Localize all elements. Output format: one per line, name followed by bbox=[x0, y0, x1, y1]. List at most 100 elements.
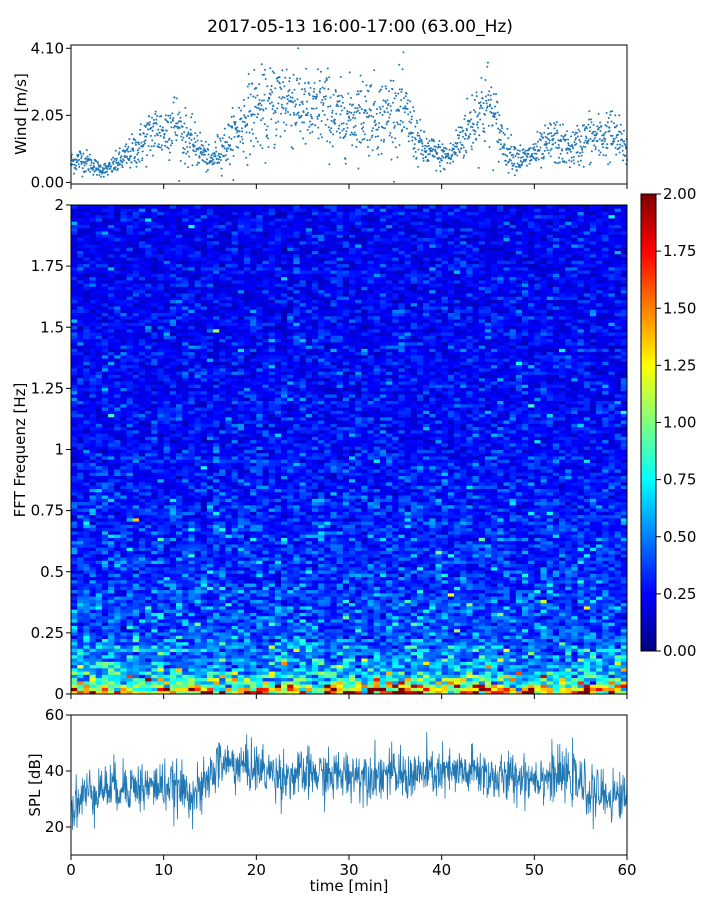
spectrogram-cell bbox=[608, 684, 616, 688]
spectrogram-cell bbox=[138, 645, 146, 649]
spectrogram-cell bbox=[169, 667, 177, 672]
spectrogram-cell bbox=[305, 667, 313, 672]
spectrogram-cell bbox=[114, 677, 121, 682]
spectrogram-cell bbox=[361, 625, 368, 630]
spectrogram-cell bbox=[528, 658, 535, 662]
wind-point bbox=[385, 123, 388, 126]
spectrogram-cell bbox=[379, 599, 387, 604]
spectrogram-cell bbox=[416, 684, 424, 688]
spectrogram-cell bbox=[602, 667, 609, 672]
wind-point bbox=[405, 127, 408, 130]
spectrogram-cell bbox=[336, 667, 344, 672]
spectrogram-cell bbox=[114, 609, 121, 613]
spectrogram-cell bbox=[503, 654, 511, 659]
spectrogram-cell bbox=[472, 680, 480, 685]
spectrogram-cell bbox=[83, 586, 90, 591]
wind-point bbox=[356, 107, 359, 110]
wind-point bbox=[471, 94, 474, 97]
spectrogram-cell bbox=[429, 680, 436, 685]
spectrogram-cell bbox=[206, 654, 214, 659]
spectrogram-cell bbox=[410, 661, 418, 666]
spectrogram-cell bbox=[237, 589, 245, 594]
wind-point bbox=[107, 164, 110, 167]
spectrogram-cell bbox=[466, 664, 473, 669]
wind-point bbox=[282, 107, 285, 110]
spectrogram-cell bbox=[534, 615, 541, 620]
spectrogram-cell bbox=[534, 677, 541, 682]
spectrogram-cell bbox=[145, 658, 152, 662]
spectrogram-cell bbox=[454, 635, 461, 639]
spectrogram-cell bbox=[355, 658, 362, 662]
spectrogram-cell bbox=[571, 664, 578, 669]
spectrogram-cell bbox=[305, 619, 313, 623]
wind-point bbox=[185, 126, 188, 129]
spectrogram-cell bbox=[157, 641, 165, 646]
wind-point bbox=[416, 122, 419, 124]
spectrogram-cell bbox=[540, 592, 548, 597]
spectrogram-cell bbox=[213, 612, 220, 617]
spectrogram-cell bbox=[342, 680, 350, 685]
spectrogram-cell bbox=[157, 602, 165, 607]
wind-point bbox=[618, 151, 621, 154]
wind-point bbox=[605, 112, 608, 114]
spectrogram-cell bbox=[454, 602, 461, 607]
spectrogram-cell bbox=[534, 684, 541, 688]
spectrogram-cell bbox=[176, 677, 183, 682]
wind-point bbox=[203, 147, 206, 150]
spectrogram-cell bbox=[287, 667, 294, 672]
spectrogram-cell bbox=[145, 586, 152, 591]
spectrogram-cell bbox=[478, 622, 486, 626]
spectrogram-cell bbox=[188, 661, 195, 666]
wind-point bbox=[611, 134, 614, 137]
wind-point bbox=[520, 163, 523, 166]
wind-point bbox=[417, 165, 420, 168]
spectrogram-cell bbox=[231, 661, 239, 666]
wind-point bbox=[542, 155, 545, 158]
spectrogram-cell bbox=[95, 648, 103, 653]
spectrogram-cell bbox=[355, 622, 362, 626]
wind-point bbox=[410, 121, 412, 124]
spectrogram-cell bbox=[71, 579, 78, 584]
wind-point bbox=[252, 145, 255, 148]
spectrogram-cell bbox=[589, 658, 597, 662]
wind-point bbox=[403, 126, 406, 129]
spectrogram-cell bbox=[392, 661, 399, 666]
spectrogram-cell bbox=[435, 651, 443, 656]
spectrogram-cell bbox=[256, 684, 263, 688]
spectrogram-cell bbox=[145, 599, 152, 604]
wind-point bbox=[579, 159, 582, 162]
spectrogram-cell bbox=[71, 586, 78, 591]
spectrogram-cell bbox=[534, 602, 541, 607]
spectrogram-cell bbox=[373, 609, 381, 613]
spectrogram-cell bbox=[423, 667, 430, 672]
spectrogram-cell bbox=[126, 687, 134, 692]
spectrogram-cell bbox=[231, 579, 239, 584]
spectrogram-cell bbox=[583, 596, 591, 600]
spectrogram-cell bbox=[268, 625, 276, 630]
spectrogram-cell bbox=[89, 680, 97, 685]
spectrogram-cell bbox=[138, 658, 146, 662]
spectrogram-cell bbox=[330, 583, 338, 587]
spectrogram-cell bbox=[435, 674, 443, 679]
spectrogram-cell bbox=[367, 658, 375, 662]
spectrogram-cell bbox=[521, 658, 529, 662]
spectrogram-cell bbox=[213, 654, 220, 659]
spectrogram-cell bbox=[268, 609, 276, 613]
spectrogram-cell bbox=[361, 674, 368, 679]
wind-point bbox=[258, 83, 261, 86]
spectrogram-cell bbox=[237, 586, 245, 591]
spectrogram-cell bbox=[274, 664, 282, 669]
spectrogram-cell bbox=[546, 664, 554, 669]
spectrogram-cell bbox=[441, 589, 449, 594]
wind-point bbox=[411, 139, 414, 142]
spectrogram-cell bbox=[225, 579, 233, 584]
spectrogram-cell bbox=[589, 632, 597, 636]
spectrogram-cell bbox=[330, 619, 338, 623]
spectrogram-cell bbox=[200, 628, 208, 633]
wind-point bbox=[155, 118, 158, 121]
spectrogram-cell bbox=[472, 658, 480, 662]
wind-point bbox=[441, 155, 444, 158]
spectrogram-cell bbox=[546, 671, 554, 675]
wind-point bbox=[517, 156, 520, 159]
wind-plot-frame bbox=[71, 45, 627, 184]
